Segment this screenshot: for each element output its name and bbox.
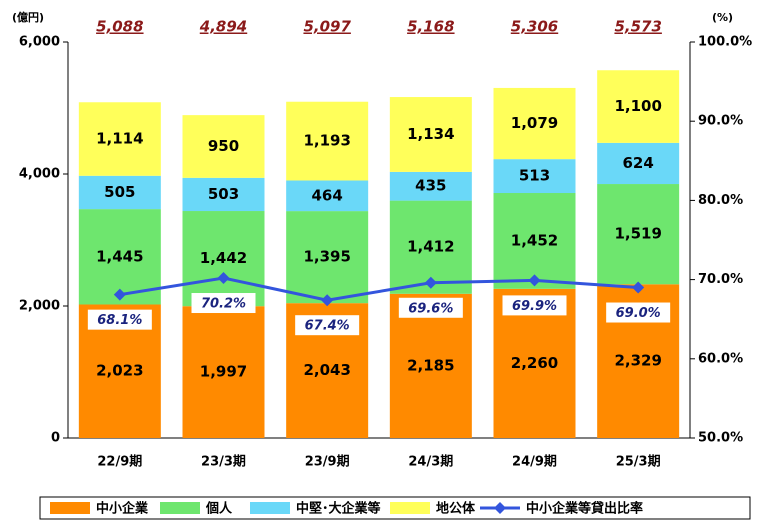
- bar-segment: [78, 209, 161, 305]
- bar-value-label: 1,997: [200, 363, 247, 381]
- total-label: 5,168: [407, 18, 454, 36]
- legend-marker: [494, 502, 506, 514]
- bar-segment: [182, 177, 265, 212]
- line-label-box: [606, 302, 671, 323]
- line-label-box: [191, 293, 256, 314]
- bar-value-label: 513: [519, 167, 550, 185]
- y-tick-label: 6,000: [19, 35, 60, 50]
- legend-swatch: [50, 502, 90, 514]
- total-label: 5,306: [511, 18, 558, 36]
- line-label-box: [87, 309, 152, 330]
- line-label-box: [398, 297, 463, 318]
- line-marker: [528, 274, 541, 287]
- y2-axis-label: (%): [712, 11, 733, 24]
- y-tick-label: 4,000: [19, 167, 60, 182]
- total-label: 5,088: [96, 18, 143, 36]
- bar-segment: [182, 306, 265, 438]
- y2-tick-label: 60.0%: [698, 351, 743, 366]
- bar-value-label: 624: [623, 154, 654, 172]
- y-tick-label: 2,000: [19, 299, 60, 314]
- line-label-box: [295, 315, 360, 336]
- bar-value-label: 1,134: [407, 125, 454, 143]
- bar-segment: [286, 101, 369, 181]
- line-label-box: [502, 295, 567, 316]
- legend-label: 中小企業等貸出比率: [526, 501, 643, 517]
- legend-label: 個人: [205, 501, 233, 517]
- bar-value-label: 950: [208, 137, 239, 155]
- y2-tick-label: 70.0%: [698, 272, 743, 287]
- bar-value-label: 435: [415, 177, 446, 195]
- line-value-label: 67.4%: [305, 319, 350, 334]
- y2-tick-label: 80.0%: [698, 193, 743, 208]
- bar-value-label: 1,445: [96, 247, 143, 265]
- x-tick-label: 23/9期: [305, 455, 350, 470]
- bar-segment: [597, 184, 680, 285]
- bar-value-label: 1,452: [511, 231, 558, 249]
- x-tick-label: 23/3期: [201, 455, 246, 470]
- line-value-label: 69.6%: [408, 301, 453, 316]
- total-label: 4,894: [199, 18, 247, 36]
- bar-value-label: 2,185: [407, 356, 454, 374]
- legend-swatch: [390, 502, 430, 514]
- total-label: 5,097: [303, 18, 351, 36]
- bar-segment: [389, 171, 472, 201]
- bar-value-label: 1,519: [614, 225, 661, 243]
- bar-segment: [389, 293, 472, 438]
- legend-swatch: [250, 502, 290, 514]
- bar-value-label: 2,043: [303, 361, 350, 379]
- bar-value-label: 505: [104, 183, 135, 201]
- bar-value-label: 1,412: [407, 238, 454, 256]
- x-tick-label: 24/9期: [512, 455, 557, 470]
- line-value-label: 70.2%: [201, 297, 246, 312]
- bar-segment: [493, 193, 576, 289]
- bar-value-label: 2,260: [511, 354, 558, 372]
- bar-value-label: 1,193: [303, 132, 350, 150]
- bar-segment: [493, 159, 576, 194]
- y2-tick-label: 50.0%: [698, 431, 743, 446]
- bar-segment: [597, 70, 680, 143]
- line-marker: [321, 294, 334, 307]
- bar-segment: [182, 115, 265, 178]
- bar-segment: [78, 175, 161, 210]
- bar-value-label: 464: [312, 186, 343, 204]
- bar-segment: [286, 211, 369, 304]
- y2-tick-label: 100.0%: [698, 35, 752, 50]
- bar-segment: [389, 97, 472, 172]
- bar-value-label: 1,442: [200, 249, 247, 267]
- line-value-label: 68.1%: [97, 313, 142, 328]
- y-tick-label: 0: [51, 431, 60, 446]
- bar-value-label: 1,100: [614, 97, 661, 115]
- bar-value-label: 2,329: [614, 352, 661, 370]
- line-marker: [113, 288, 126, 301]
- bar-value-label: 1,395: [303, 248, 350, 266]
- bar-segment: [493, 87, 576, 160]
- bar-value-label: 1,114: [96, 130, 143, 148]
- y-axis-label: (億円): [12, 10, 44, 24]
- legend-label: 中堅･大企業等: [296, 501, 381, 517]
- total-label: 5,573: [614, 18, 661, 36]
- y2-tick-label: 90.0%: [698, 114, 743, 129]
- legend-label: 中小企業: [96, 501, 149, 517]
- bar-value-label: 2,023: [96, 362, 143, 380]
- line-marker: [632, 281, 645, 294]
- line-marker: [424, 276, 437, 289]
- bar-segment: [182, 211, 265, 307]
- line-marker: [217, 272, 230, 285]
- bar-segment: [78, 102, 161, 176]
- x-tick-label: 24/3期: [408, 455, 453, 470]
- line: [119, 276, 639, 302]
- bar-segment: [597, 142, 680, 185]
- legend-label: 地公体: [436, 501, 476, 517]
- bar-segment: [286, 180, 369, 212]
- legend-swatch: [160, 502, 200, 514]
- line-value-label: 69.0%: [616, 306, 661, 321]
- x-tick-label: 22/9期: [97, 455, 142, 470]
- bar-value-label: 503: [208, 185, 239, 203]
- x-tick-label: 25/3期: [616, 455, 661, 470]
- line-value-label: 69.9%: [512, 299, 557, 314]
- bar-value-label: 1,079: [511, 114, 558, 132]
